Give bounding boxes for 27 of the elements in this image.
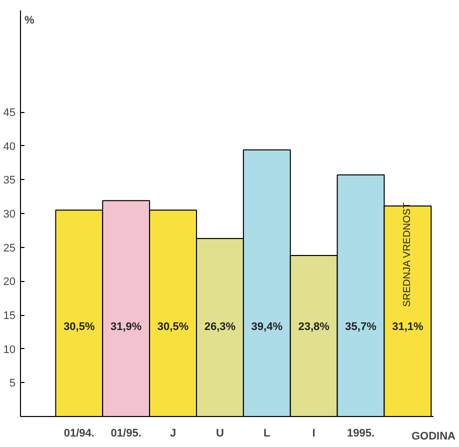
y-tick-label: 25 [3, 242, 16, 254]
data-label: 30,5% [157, 321, 189, 334]
data-label: 31,9% [110, 321, 142, 334]
y-tick-label: 45 [3, 107, 16, 119]
x-tick-label: J [170, 428, 176, 440]
y-axis-title: % [24, 14, 34, 26]
x-tick-label: I [312, 428, 316, 440]
data-label: 35,7% [345, 321, 377, 334]
y-tick-label: 30 [3, 208, 16, 220]
x-tick-label: L [264, 428, 271, 440]
x-axis-title: GODINA [412, 430, 456, 442]
y-tick-label: 40 [3, 140, 16, 153]
y-tick-label: 35 [3, 174, 16, 187]
data-label: 26,3% [204, 321, 236, 334]
y-tick-label: 10 [3, 344, 16, 356]
annotation: SREDNJA VREDNOST [402, 202, 414, 307]
x-tick-label: 01/94. [64, 428, 94, 440]
x-tick-label: U [216, 428, 224, 440]
data-label: 31,1% [392, 321, 424, 334]
y-tick-label: 20 [3, 276, 16, 288]
x-tick-label: 01/95. [110, 428, 142, 440]
data-label: 39,4% [251, 321, 283, 334]
data-label: 30,5% [64, 321, 95, 334]
data-label: 23,8% [298, 321, 330, 334]
x-tick-label: 1995. [346, 428, 375, 440]
y-tick-label: 15 [3, 310, 16, 322]
y-tick-label: 5 [9, 378, 16, 390]
